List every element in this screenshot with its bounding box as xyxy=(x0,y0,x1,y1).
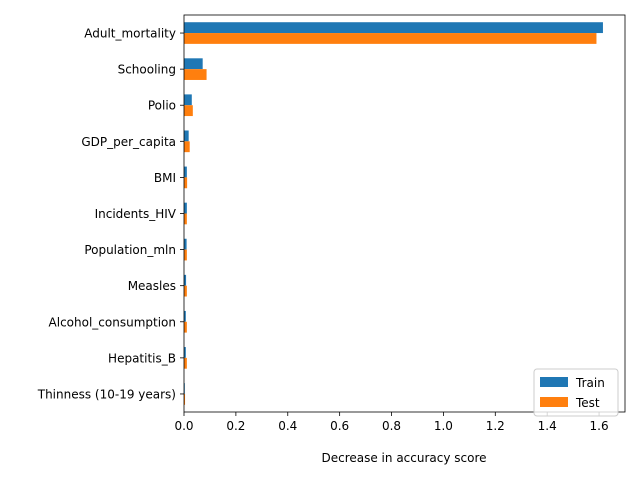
x-axis-label: Decrease in accuracy score xyxy=(321,451,486,465)
y-tick-label: BMI xyxy=(154,171,176,185)
bar-test-10 xyxy=(184,393,186,405)
bar-train-1 xyxy=(184,58,203,70)
y-tick-label: Hepatitis_B xyxy=(108,351,176,365)
y-tick-label: Thinness (10-19 years) xyxy=(37,387,176,401)
plot-frame xyxy=(183,14,626,413)
bar-train-7 xyxy=(184,274,187,286)
y-tick-label: Polio xyxy=(148,99,176,113)
x-tick-label: 1.6 xyxy=(590,419,609,433)
y-tick-label: Population_mln xyxy=(84,243,176,257)
bar-train-0 xyxy=(184,22,603,34)
bar-test-9 xyxy=(184,357,187,369)
bar-test-8 xyxy=(184,321,187,333)
x-tick-label: 0.4 xyxy=(278,419,297,433)
bar-test-7 xyxy=(184,285,187,297)
bar-test-2 xyxy=(184,105,193,117)
bar-test-5 xyxy=(184,213,187,225)
legend: Train Test xyxy=(533,368,619,417)
legend-label-train: Train xyxy=(575,376,605,390)
bar-train-5 xyxy=(184,202,187,214)
axes-layer xyxy=(183,14,626,413)
x-tick-label: 1.4 xyxy=(538,419,557,433)
y-tick-label: Schooling xyxy=(118,63,176,77)
x-tick-label: 0.0 xyxy=(174,419,193,433)
y-tick-label: Incidents_HIV xyxy=(95,207,177,221)
legend-label-test: Test xyxy=(575,396,600,410)
y-tick-label: GDP_per_capita xyxy=(81,135,176,149)
bar-train-4 xyxy=(184,166,187,178)
x-tick-label: 1.0 xyxy=(434,419,453,433)
bar-test-6 xyxy=(184,249,187,261)
ticks-layer: Adult_mortality Schooling Polio GDP_per_cap… xyxy=(37,27,609,433)
legend-swatch-train xyxy=(540,377,568,387)
bar-train-9 xyxy=(184,347,186,358)
bar-test-0 xyxy=(184,33,597,44)
bar-test-1 xyxy=(184,69,207,80)
bar-train-8 xyxy=(184,310,186,322)
y-tick-label: Adult_mortality xyxy=(84,27,176,41)
bar-train-3 xyxy=(184,130,189,142)
bars-layer xyxy=(184,22,603,405)
y-tick-label: Alcohol_consumption xyxy=(49,315,176,329)
legend-swatch-test xyxy=(540,397,568,407)
x-tick-label: 0.6 xyxy=(330,419,349,433)
bar-train-2 xyxy=(184,94,192,106)
bar-test-3 xyxy=(184,141,190,153)
bar-train-6 xyxy=(184,238,187,250)
x-tick-label: 1.2 xyxy=(486,419,505,433)
x-tick-label: 0.2 xyxy=(226,419,245,433)
y-tick-label: Measles xyxy=(128,279,176,293)
bar-test-4 xyxy=(184,177,188,189)
x-tick-label: 0.8 xyxy=(382,419,401,433)
